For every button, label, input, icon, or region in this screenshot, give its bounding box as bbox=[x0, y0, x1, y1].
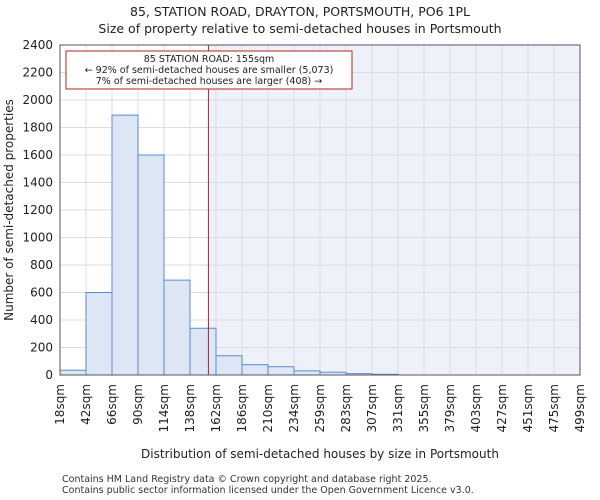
bar bbox=[85, 292, 113, 376]
y-tick-label: 1400 bbox=[22, 176, 53, 190]
y-tick-label: 2200 bbox=[22, 66, 53, 80]
x-tick-label: 331sqm bbox=[391, 384, 405, 432]
x-tick-label: 499sqm bbox=[573, 384, 587, 432]
annotation-line-1: 85 STATION ROAD: 155sqm bbox=[144, 54, 275, 65]
y-tick-label: 1200 bbox=[22, 203, 53, 217]
x-tick-label: 66sqm bbox=[105, 384, 119, 425]
y-tick-label: 400 bbox=[30, 313, 53, 327]
x-tick-label: 427sqm bbox=[495, 384, 509, 432]
x-tick-label: 283sqm bbox=[339, 384, 353, 432]
y-tick-label: 0 bbox=[45, 368, 53, 382]
y-tick-label: 200 bbox=[30, 341, 53, 355]
x-tick-label: 186sqm bbox=[235, 384, 249, 432]
x-tick-labels: 18sqm 42sqm 66sqm 90sqm 114sqm 138sqm 162sqm 18… bbox=[53, 384, 587, 432]
y-axis-label: Number of semi-detached properties bbox=[2, 99, 16, 321]
x-tick-label: 162sqm bbox=[209, 384, 223, 432]
x-tick-label: 307sqm bbox=[365, 384, 379, 432]
bar bbox=[293, 370, 321, 376]
x-tick-label: 138sqm bbox=[183, 384, 197, 432]
y-tick-label: 800 bbox=[30, 258, 53, 272]
y-tick-label: 2000 bbox=[22, 93, 53, 107]
footer: Contains HM Land Registry data © Crown c… bbox=[62, 474, 474, 496]
bars bbox=[59, 114, 399, 376]
chart-title: 85, STATION ROAD, DRAYTON, PORTSMOUTH, P… bbox=[130, 4, 470, 19]
annotation-border bbox=[65, 50, 353, 90]
x-tick-label: 114sqm bbox=[157, 384, 171, 432]
x-tick-label: 42sqm bbox=[79, 384, 93, 425]
x-axis-label: Distribution of semi-detached houses by … bbox=[141, 447, 499, 461]
footer-line-1: Contains HM Land Registry data © Crown c… bbox=[62, 474, 432, 485]
chart-subtitle: Size of property relative to semi-detach… bbox=[98, 21, 502, 36]
x-tick-label: 475sqm bbox=[547, 384, 561, 432]
annotation-box: 85 STATION ROAD: 155sqm ← 92% of semi-de… bbox=[65, 50, 353, 90]
bar bbox=[137, 154, 165, 376]
bar bbox=[163, 279, 191, 376]
x-tick-label: 379sqm bbox=[443, 384, 457, 432]
chart-title-block: 85, STATION ROAD, DRAYTON, PORTSMOUTH, P… bbox=[0, 3, 600, 37]
bar bbox=[111, 114, 139, 376]
x-tick-label: 90sqm bbox=[131, 384, 145, 425]
annotation-line-3: 7% of semi-detached houses are larger (4… bbox=[96, 76, 323, 87]
annotation-line-2: ← 92% of semi-detached houses are smalle… bbox=[85, 65, 334, 76]
y-tick-label: 600 bbox=[30, 286, 53, 300]
bar bbox=[59, 369, 87, 376]
x-tick-label: 451sqm bbox=[521, 384, 535, 432]
y-tick-label: 1000 bbox=[22, 231, 53, 245]
x-tick-label: 234sqm bbox=[287, 384, 301, 432]
y-tick-label: 1800 bbox=[22, 121, 53, 135]
y-tick-label: 2400 bbox=[22, 38, 53, 52]
y-tick-labels: 0 200 400 600 800 1000 1200 1400 1600 1800 2000 220… bbox=[22, 38, 53, 382]
footer-line-2: Contains public sector information licen… bbox=[62, 485, 474, 496]
y-tick-label: 1600 bbox=[22, 148, 53, 162]
x-tick-label: 403sqm bbox=[469, 384, 483, 432]
x-tick-label: 18sqm bbox=[53, 384, 67, 425]
x-tick-label: 210sqm bbox=[261, 384, 275, 432]
bar bbox=[267, 366, 295, 376]
plot-frame bbox=[59, 44, 581, 376]
bar bbox=[241, 364, 269, 376]
bar bbox=[215, 355, 243, 376]
x-tick-label: 355sqm bbox=[417, 384, 431, 432]
x-tick-label: 259sqm bbox=[313, 384, 327, 432]
bar bbox=[189, 327, 217, 376]
